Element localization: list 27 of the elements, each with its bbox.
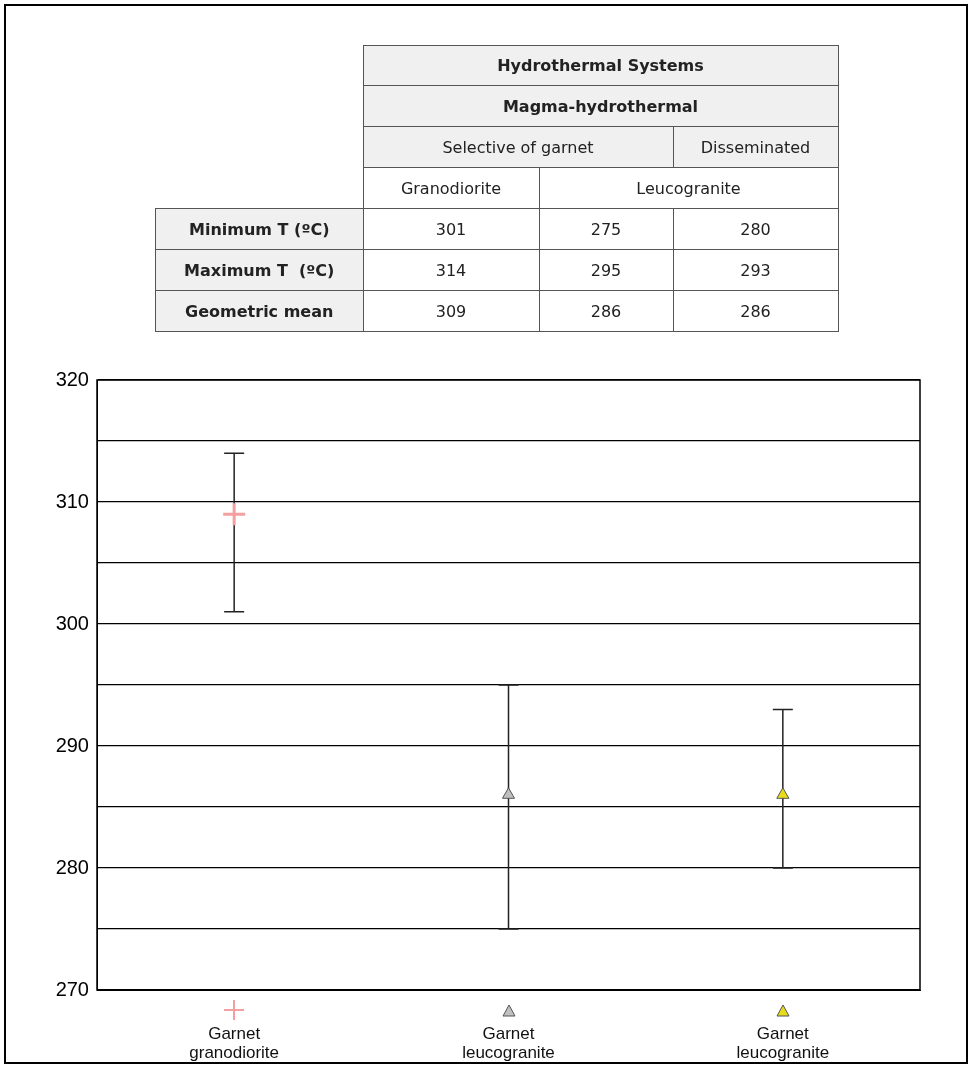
text: Granodiorite — [363, 167, 539, 209]
text: Magma-hydrothermal — [363, 85, 838, 127]
text: Maximum T (ºC) — [155, 249, 363, 291]
text: Disseminated — [673, 126, 838, 168]
legend-label: Garnet granodiorite — [188, 1024, 281, 1062]
text: 293 — [673, 249, 838, 291]
y-tick-label: 310 — [55, 489, 89, 512]
legend-label: Garnet leucogranite — [735, 1024, 831, 1062]
text: Geometric mean — [155, 290, 363, 332]
text: Minimum T (ºC) — [155, 208, 363, 250]
text: 295 — [539, 249, 673, 291]
y-tick-label: 280 — [55, 855, 89, 878]
text: 286 — [539, 290, 673, 332]
text: 314 — [363, 249, 539, 291]
text: 301 — [363, 208, 539, 250]
text: 280 — [673, 208, 838, 250]
y-tick-label: 300 — [55, 611, 89, 634]
y-tick-label: 320 — [55, 367, 89, 390]
legend-label: Garnet leucogranite — [461, 1024, 556, 1062]
y-tick-label: 270 — [55, 977, 89, 1000]
text: Selective of garnet — [363, 126, 673, 168]
y-tick-label: 290 — [55, 733, 89, 756]
text: Leucogranite — [539, 167, 838, 209]
text: 286 — [673, 290, 838, 332]
text: Hydrothermal Systems — [363, 45, 838, 86]
text: 275 — [539, 208, 673, 250]
text: 309 — [363, 290, 539, 332]
